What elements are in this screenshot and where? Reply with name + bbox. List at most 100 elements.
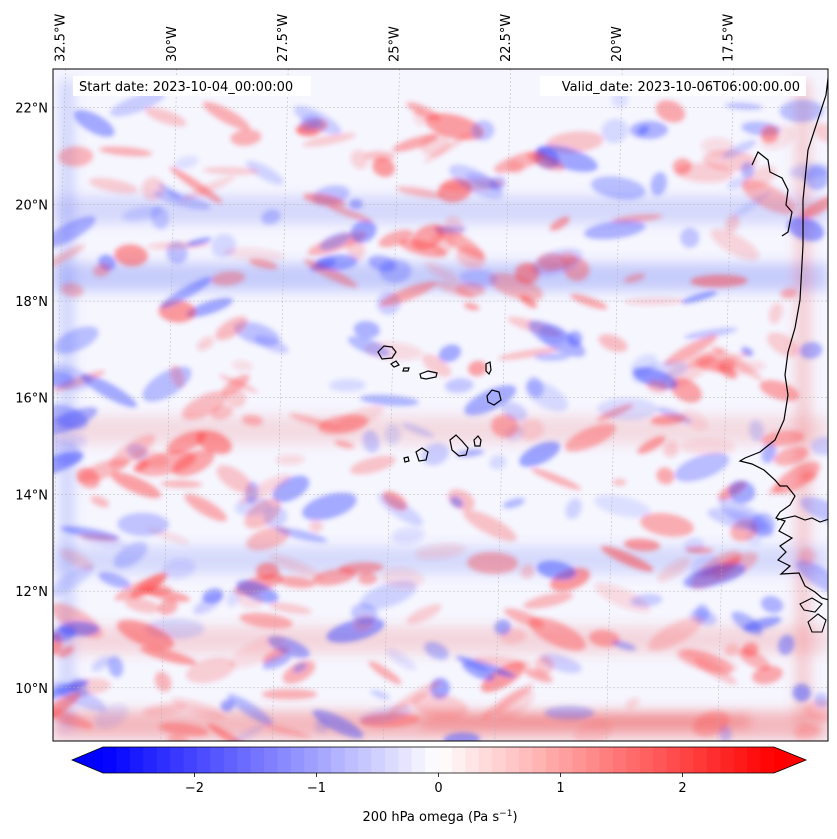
meridian-line — [717, 69, 734, 741]
island-boa-vista — [486, 389, 502, 406]
colorbar-segment — [653, 747, 668, 773]
colorbar-segment — [344, 747, 359, 773]
colorbar-segment — [384, 747, 399, 773]
colorbar[interactable]: −2 −1 0 1 2 200 hPa omega (Pa s−1) — [70, 746, 808, 825]
gridlines — [53, 69, 828, 741]
colorbar-segment — [599, 747, 614, 773]
island-fogo — [415, 447, 429, 462]
colorbar-segment — [277, 747, 292, 773]
colorbar-segment — [733, 747, 748, 773]
colorbar-segment — [572, 747, 587, 773]
colorbar-tick-label: −1 — [307, 781, 326, 796]
colorbar-segment — [103, 747, 118, 773]
colorbar-segment — [612, 747, 627, 773]
island-maio — [473, 435, 482, 447]
meridian-line — [53, 69, 66, 603]
colorbar-segment — [747, 747, 762, 773]
island-brava — [403, 456, 410, 463]
colorbar-segment — [156, 747, 171, 773]
valid-date-box: Valid_date: 2023-10-06T06:00:00.00 — [540, 76, 806, 96]
colorbar-ticks: −2 −1 0 1 2 — [185, 773, 687, 796]
lat-tick-label: 10°N — [15, 682, 48, 697]
colorbar-segment — [666, 747, 681, 773]
colorbar-segment — [304, 747, 319, 773]
colorbar-label: 200 hPa omega (Pa s−1) — [362, 809, 517, 825]
start-date-box: Start date: 2023-10-04_00:00:00 — [73, 76, 311, 96]
colorbar-segments — [72, 747, 806, 773]
colorbar-segment — [250, 747, 265, 773]
meridian-line — [271, 69, 289, 741]
colorbar-extend-min — [72, 747, 103, 773]
colorbar-segment — [720, 747, 735, 773]
colorbar-label-end: ) — [512, 810, 517, 825]
meridian-line — [605, 69, 623, 741]
lat-tick-label: 22°N — [15, 102, 48, 117]
colorbar-segment — [492, 747, 507, 773]
colorbar-segment — [398, 747, 413, 773]
colorbar-extend-max — [774, 747, 806, 773]
map-frame — [52, 68, 829, 742]
lon-tick-label: 20°W — [610, 26, 625, 62]
colorbar-segment — [170, 747, 185, 773]
colorbar-segment — [371, 747, 386, 773]
colorbar-segment — [559, 747, 574, 773]
island-sal — [485, 361, 492, 376]
longitude-labels: 32.5°W 30°W 27.5°W 25°W 22.5°W 20°W 17.5°W — [53, 14, 736, 62]
colorbar-outline — [70, 746, 808, 774]
colorbar-label-sup: −1 — [499, 809, 512, 819]
colorbar-tick-label: 0 — [434, 781, 442, 796]
colorbar-segment — [693, 747, 708, 773]
omega-field — [53, 80, 828, 741]
colorbar-tick-label: 1 — [556, 781, 564, 796]
colorbar-segment — [223, 747, 238, 773]
colorbar-segment — [331, 747, 346, 773]
colorbar-label-main: 200 hPa omega (Pa s — [362, 810, 499, 825]
colorbar-segment — [478, 747, 493, 773]
lat-tick-label: 12°N — [15, 585, 48, 600]
lon-tick-label: 22.5°W — [499, 14, 514, 62]
lon-tick-label: 17.5°W — [722, 14, 737, 62]
gambia-outline — [776, 515, 828, 633]
lon-tick-label: 25°W — [388, 26, 403, 62]
colorbar-segment — [183, 747, 198, 773]
canary-coast — [751, 151, 793, 237]
start-date-label: Start date: 2023-10-04_00:00:00 — [79, 80, 293, 95]
lon-tick-label: 30°W — [165, 26, 180, 62]
colorbar-segment — [411, 747, 426, 773]
cape-verde-islands — [377, 345, 502, 463]
island-santiago — [449, 434, 469, 457]
colorbar-segment — [116, 747, 131, 773]
colorbar-segment — [465, 747, 480, 773]
colorbar-segment — [680, 747, 695, 773]
colorbar-tick-label: 2 — [678, 781, 686, 796]
lat-tick-label: 18°N — [15, 295, 48, 310]
africa-coastline — [738, 73, 828, 601]
map-panel[interactable]: Start date: 2023-10-04_00:00:00 Valid_da… — [24, 69, 837, 758]
colorbar-segment — [639, 747, 654, 773]
meridian-line — [494, 69, 512, 741]
colorbar-segment — [357, 747, 372, 773]
colorbar-segment — [210, 747, 225, 773]
colorbar-segment — [451, 747, 466, 773]
island-santa-luzia — [402, 367, 410, 372]
colorbar-segment — [237, 747, 252, 773]
field-small-scale — [53, 91, 828, 741]
colorbar-segment — [706, 747, 721, 773]
colorbar-segment — [519, 747, 534, 773]
colorbar-segment — [317, 747, 332, 773]
lat-tick-label: 14°N — [15, 488, 48, 503]
colorbar-segment — [438, 747, 453, 773]
valid-date-label: Valid_date: 2023-10-06T06:00:00.00 — [562, 80, 800, 95]
island-sao-vicente — [390, 360, 400, 368]
colorbar-segment — [143, 747, 158, 773]
colorbar-segment — [505, 747, 520, 773]
lon-tick-label: 27.5°W — [276, 14, 291, 62]
colorbar-segment — [586, 747, 601, 773]
meridian-line — [383, 69, 400, 741]
colorbar-segment — [290, 747, 305, 773]
island-santo-antao — [377, 345, 397, 360]
colorbar-segment — [196, 747, 211, 773]
lat-tick-label: 16°N — [15, 392, 48, 407]
colorbar-segment — [532, 747, 547, 773]
